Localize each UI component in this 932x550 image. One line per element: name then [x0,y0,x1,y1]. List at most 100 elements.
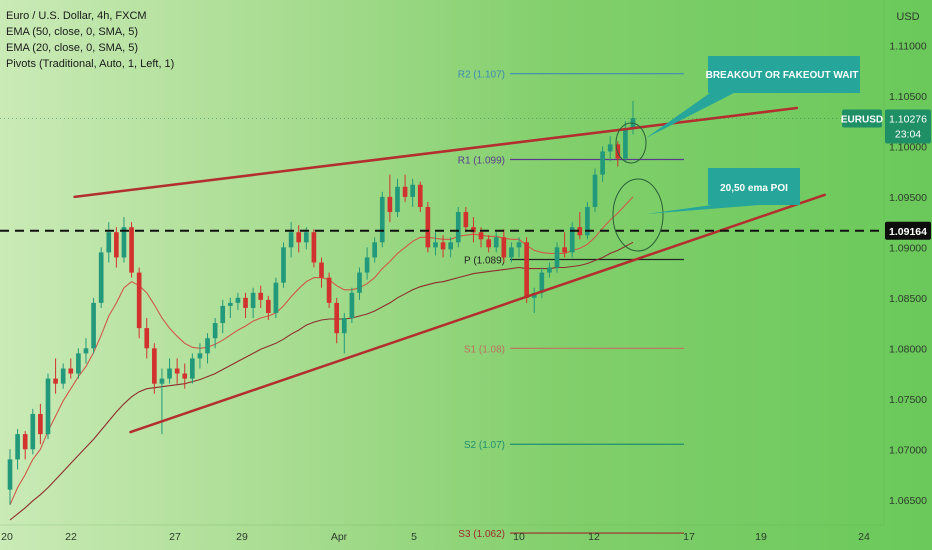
candle-body [387,196,393,213]
ema-poi-callout-box [646,168,800,214]
candle-body [30,413,36,450]
candle-body [319,262,324,278]
time-tick-label: 20 [1,531,13,543]
price-tick-label: 1.06500 [889,495,927,507]
price-tick-label: 1.07500 [889,394,927,406]
candle-body [159,378,165,384]
candle-body [486,239,491,248]
symbol-badge [842,109,882,128]
candle-body [524,242,529,298]
candle-body [592,174,598,207]
symbol-badge-text: EURUSD [841,115,883,126]
breakout-circle [615,122,647,164]
time-tick-label: 19 [755,531,767,543]
candle-body [509,247,514,258]
candle-body [569,227,575,253]
candle-body [190,358,195,379]
price-badge [885,109,931,144]
candle-body [281,247,286,283]
price-tick-label: 1.10000 [889,141,927,153]
level-badge [885,221,931,240]
candle-body [539,272,545,293]
candle-body [501,237,507,258]
time-tick-label: 27 [169,531,181,543]
time-tick-label: 12 [588,531,600,543]
annotations: BREAKOUT OR FAKEOUT WAIT 20,50 ema POI [612,56,860,252]
candle-body [554,247,560,268]
legend-ema20[interactable]: EMA (20, close, 0, SMA, 5) [6,42,139,54]
pivot-label: S2 (1.07) [464,440,505,451]
candle-body [600,151,605,175]
legend-pivots[interactable]: Pivots (Traditional, Auto, 1, Left, 1) [6,58,175,70]
candle-body [121,227,127,258]
candle-body [76,353,81,374]
legend-title[interactable]: Euro / U.S. Dollar, 4h, FXCM [6,10,147,22]
candle-body [98,252,104,303]
candle-body [334,302,340,334]
candle-body [349,292,355,319]
candle-body [478,232,484,240]
time-tick-label: 5 [411,531,417,543]
candle-body [372,242,378,258]
price-tick-label: 1.09000 [889,242,927,254]
ema20-line [9,196,634,506]
candle-body [38,413,43,435]
price-badge-value: 1.10276 [889,114,927,126]
candle-body [243,297,248,308]
candle-body [425,206,431,248]
candle-body [60,368,66,384]
ema-poi-circle [612,178,664,252]
price-tick-label: 1.09500 [889,192,927,204]
pivot-label: R1 (1.099) [458,156,505,167]
pivot-levels: R2 (1.107) R1 (1.099) P (1.089) S1 (1.08) S2… [458,70,684,540]
ema-lines [9,196,634,521]
candle-body [212,323,218,339]
candle-body [258,292,264,300]
price-tick-label: 1.07000 [889,444,927,456]
candle-body [22,434,28,450]
time-tick-label: 22 [65,531,77,543]
candle-body [417,184,423,207]
candle-body [53,378,58,384]
pivot-label: P (1.089) [464,255,505,266]
price-badge-countdown: 23:04 [895,129,921,141]
candle-body [296,232,302,243]
candle-body [547,267,552,273]
candle-body [471,227,476,233]
time-tick-label: Apr [331,531,348,543]
candle-body [265,299,271,313]
channel-lines [73,106,827,434]
candle-body [288,232,294,248]
candle-body [144,328,150,349]
candle-body [45,378,51,435]
price-tick-label: 1.08500 [889,293,927,305]
channel-lower-line [129,193,827,434]
candle-body [273,282,279,313]
price-axis[interactable]: USD 1.11000 1.10500 1.10000 1.09500 1.09000 1.… [889,11,927,507]
candle-body [395,186,400,213]
time-tick-label: 17 [683,531,695,543]
price-tick-label: 1.08000 [889,343,927,355]
candle-body [152,348,157,384]
candle-body [114,232,119,258]
candle-body [364,257,370,273]
breakout-callout-box [646,56,860,138]
dashed-level [0,118,884,232]
candle-body [129,227,134,273]
candle-body [91,302,96,349]
candle-body [250,292,256,308]
price-axis-unit: USD [896,11,919,23]
candle-body [228,302,233,306]
candle-body [455,212,461,243]
candle-body [493,237,499,248]
channel-upper-line [73,106,799,199]
candle-body [174,368,180,374]
time-tick-label: 29 [236,531,248,543]
candle-body [577,227,583,236]
time-axis[interactable]: 20 22 27 29 Apr 5 10 12 17 19 24 [1,531,870,543]
time-tick-label: 24 [858,531,870,543]
legend-ema50[interactable]: EMA (50, close, 0, SMA, 5) [6,26,139,38]
candle-body [623,128,628,159]
